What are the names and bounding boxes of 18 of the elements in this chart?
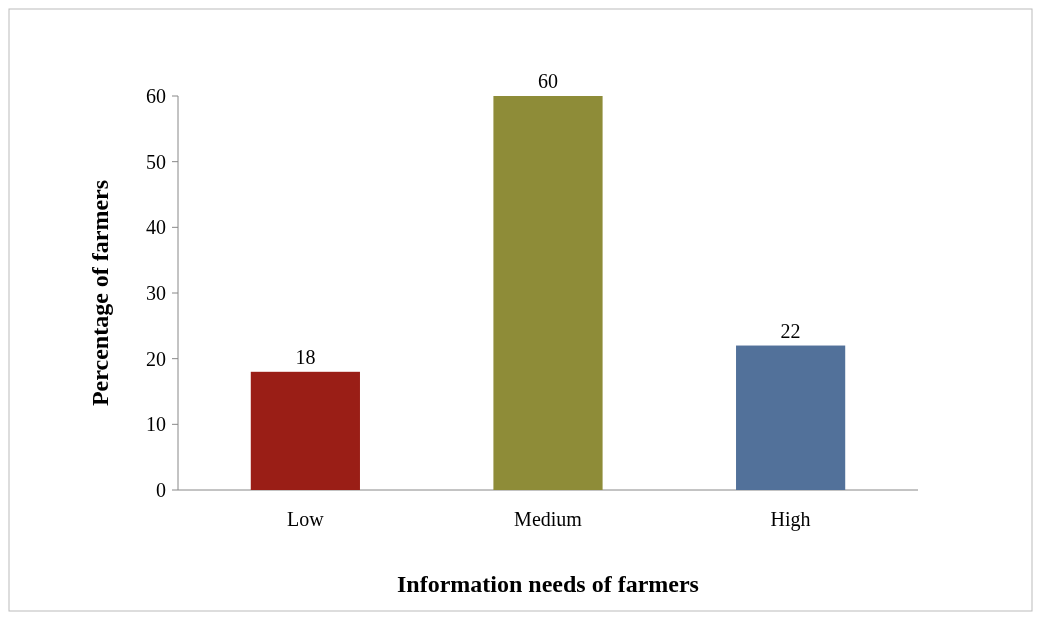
bar	[736, 345, 846, 490]
data-label: 60	[538, 70, 558, 92]
y-tick-label: 60	[146, 85, 166, 107]
data-label: 22	[780, 319, 801, 342]
y-tick-label: 20	[146, 347, 166, 370]
y-axis-title: Percentage of farmers	[87, 179, 113, 407]
y-tick-label: 50	[146, 150, 166, 173]
bar	[493, 96, 603, 490]
y-tick-label: 10	[146, 413, 166, 436]
x-axis-title: Information needs of farmers	[397, 571, 699, 597]
y-tick-label: 30	[146, 282, 166, 304]
y-tick-label: 40	[146, 216, 166, 239]
x-tick-label: High	[770, 508, 811, 531]
y-tick-label: 0	[156, 479, 166, 501]
data-label: 18	[295, 345, 316, 368]
x-tick-label: Low	[287, 508, 325, 530]
x-tick-label: Medium	[514, 508, 583, 530]
bar	[250, 371, 360, 490]
